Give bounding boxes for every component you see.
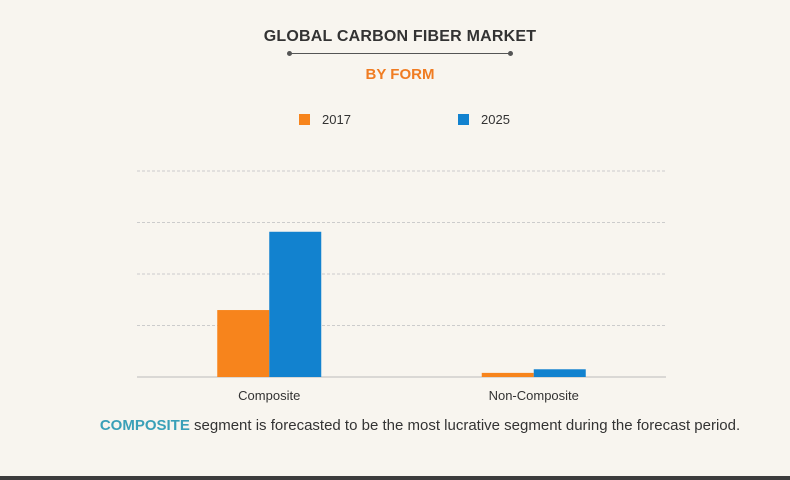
x-tick-label-composite: Composite: [238, 388, 300, 403]
title-divider: [287, 51, 513, 56]
chart-title: GLOBAL CARBON FIBER MARKET: [263, 28, 537, 45]
footnote: COMPOSITE segment is forecasted to be th…: [0, 417, 790, 434]
footnote-highlight: COMPOSITE: [99, 417, 190, 434]
bar-composite-2025: [269, 231, 322, 377]
chart-subtitle: BY FORM: [365, 66, 435, 83]
legend-item-2017: 2017: [299, 112, 351, 127]
divider-dot-right: [508, 51, 513, 56]
divider-dot-left: [287, 51, 292, 56]
legend-label-2025: 2025: [481, 112, 510, 127]
x-tick-label-non-composite: Non-Composite: [489, 388, 579, 403]
bar-composite-2017: [217, 310, 270, 377]
legend-item-2025: 2025: [458, 112, 510, 127]
bar-chart: Composite Non-Composite: [137, 170, 666, 403]
legend-label-2017: 2017: [322, 112, 351, 127]
bar-non-composite-2025: [533, 369, 586, 377]
legend-swatch-2017: [299, 114, 310, 125]
bottom-bar: [0, 476, 790, 480]
bar-non-composite-2017: [481, 372, 534, 377]
footnote-text: segment is forecasted to be the most luc…: [189, 417, 741, 434]
legend-swatch-2025: [458, 114, 469, 125]
